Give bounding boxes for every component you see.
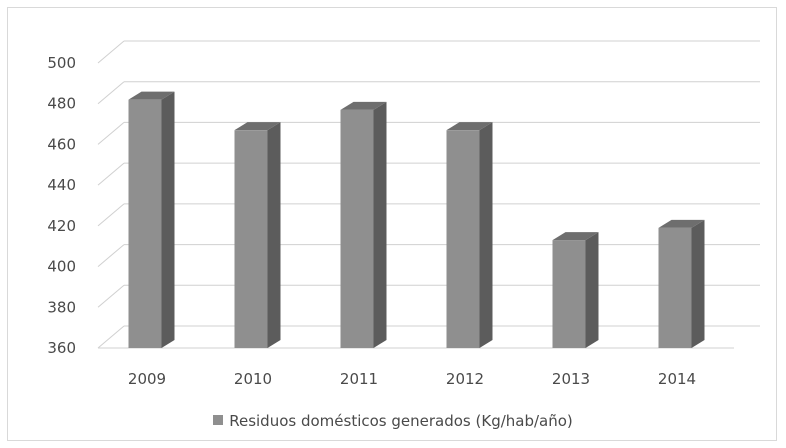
bar-top (340, 101, 387, 110)
bar-side (161, 91, 175, 349)
x-axis-ticks: 2009 2010 2011 2012 2013 2014 (128, 370, 696, 388)
gridline-diagonal (97, 122, 125, 145)
gridline-diagonal (97, 325, 125, 349)
y-tick-label: 380 (47, 298, 76, 316)
bar (340, 101, 387, 348)
legend: Residuos domésticos generados (Kg/hab/añ… (0, 412, 786, 430)
legend-label: Residuos domésticos generados (Kg/hab/añ… (229, 412, 573, 430)
gridline-diagonal (97, 244, 125, 267)
bar-side (373, 101, 387, 348)
y-tick-label: 360 (47, 339, 76, 357)
bar-front (552, 240, 586, 348)
bar (446, 122, 493, 348)
bar-top (234, 122, 281, 131)
gridline-diagonal (97, 203, 125, 227)
x-tick-label: 2011 (340, 370, 378, 388)
chart-frame (7, 7, 777, 441)
y-tick-label: 440 (47, 176, 76, 194)
bar-side (585, 232, 599, 348)
x-tick-label: 2013 (552, 370, 590, 388)
y-tick-label: 500 (47, 54, 76, 72)
bar-top (446, 122, 493, 131)
gridline-diagonal (97, 81, 125, 105)
bars (128, 91, 705, 349)
bar-front (234, 130, 268, 348)
x-tick-label: 2012 (446, 370, 484, 388)
legend-swatch (213, 415, 224, 425)
bar-top (658, 219, 705, 228)
bar (128, 91, 175, 349)
bar (658, 219, 705, 348)
y-axis-ticks: 360 380 400 420 440 460 480 500 (47, 54, 76, 357)
bar-side (691, 219, 705, 348)
bar (234, 122, 281, 348)
bar-front (128, 99, 162, 349)
bar-top (552, 232, 599, 241)
gridline-diagonal (97, 162, 125, 186)
x-tick-label: 2010 (234, 370, 272, 388)
bar-side (267, 122, 281, 348)
bar-front (340, 109, 374, 348)
gridlines (97, 40, 760, 349)
gridline-diagonal (97, 284, 125, 308)
y-tick-label: 460 (47, 135, 76, 153)
y-tick-label: 400 (47, 258, 76, 276)
bar-top (128, 91, 175, 100)
bar-side (479, 122, 493, 348)
x-tick-label: 2014 (658, 370, 696, 388)
gridline-diagonal (97, 40, 125, 64)
y-tick-label: 480 (47, 95, 76, 113)
y-tick-label: 420 (47, 217, 76, 235)
x-tick-label: 2009 (128, 370, 166, 388)
bar-front (446, 130, 480, 348)
bar (552, 232, 599, 348)
bar-front (658, 227, 692, 348)
